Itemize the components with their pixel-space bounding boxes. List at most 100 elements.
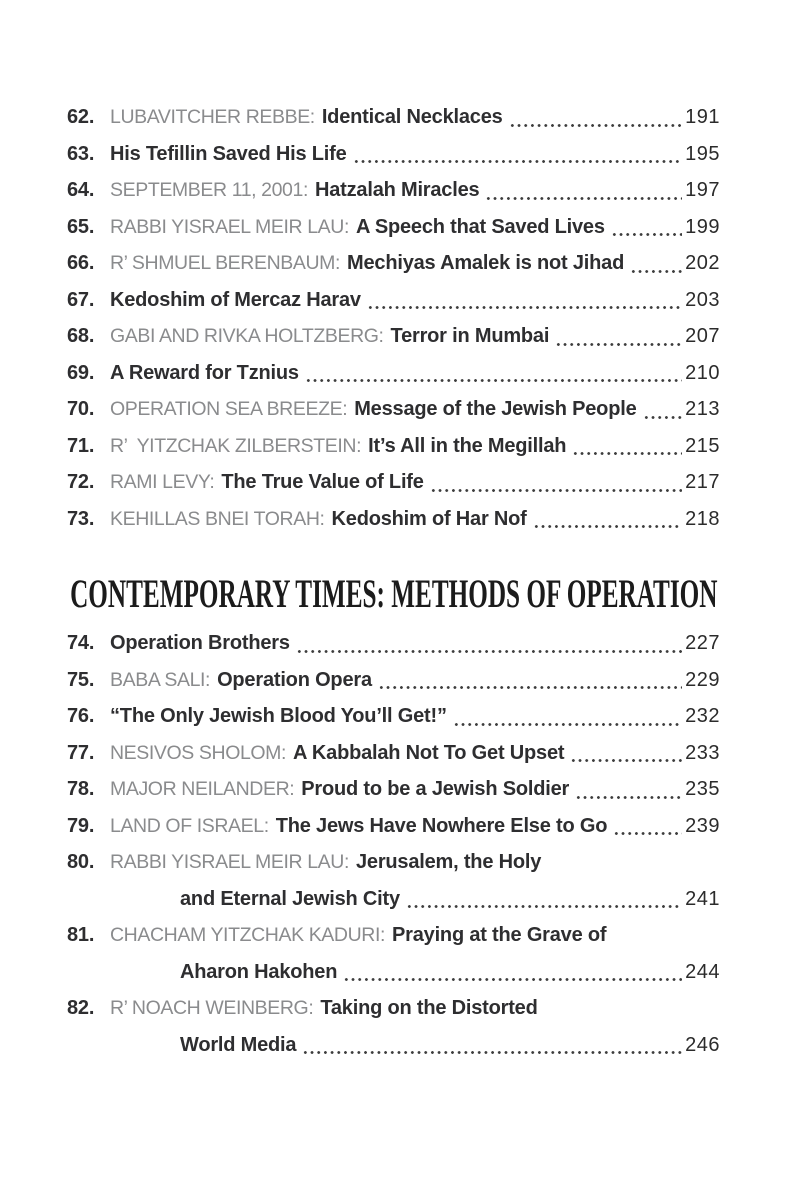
dot-leader [532,525,683,528]
entry-number: 64. [67,179,95,201]
entry-page-number: 207 [685,325,720,347]
entry-prefix: NESIVOS SHOLOM: [110,741,287,764]
dot-leader [366,306,683,309]
entry-text: R’ SHMUEL BERENBAUM: Mechiyas Amalek is n… [110,245,624,282]
entry-prefix: CHACHAM YITZCHAK KADURI: [110,924,385,946]
toc-entry-row: 65. RABBI YISRAEL MEIR LAU: A Speech that … [67,209,720,246]
entry-text: SEPTEMBER 11, 2001: Hatzalah Miracles [110,172,480,209]
entry-prefix: R’ YITZCHAK ZILBERSTEIN: [110,434,362,457]
entry-page-number: 217 [685,471,720,493]
entry-text: R’ NOACH WEINBERG: Taking on the Distorte… [110,990,538,1027]
entry-number: 62. [67,106,95,128]
entry-text: MAJOR NEILANDER: Proud to be a Jewish Sol… [110,771,569,808]
toc-entry-row: 70. OPERATION SEA BREEZE: Message of the J… [67,391,720,428]
entry-number: 66. [67,252,95,274]
entry-text: R’ YITZCHAK ZILBERSTEIN: It’s All in the … [110,428,567,465]
entry-prefix: LUBAVITCHER REBBE: [110,106,315,128]
toc-entry-row: 79. LAND OF ISRAEL: The Jews Have Nowhere … [67,808,720,845]
entry-title: It’s All in the Megillah [368,434,567,457]
dot-leader [429,488,683,492]
section-header: CONTEMPORARY TIMES: METHODS OF OPERATION [69,571,718,616]
entry-title: Jerusalem, the Holy [355,851,542,873]
entry-prefix: SEPTEMBER 11, 2001: [110,179,308,201]
toc-entry-row: 63. His Tefillin Saved His Life 195 [67,136,720,173]
toc-entry-row: 71. R’ YITZCHAK ZILBERSTEIN: It’s All in t… [67,428,720,465]
entry-page-number: 241 [685,887,720,910]
entry-text: “The Only Jewish Blood You’ll Get!” [110,698,447,735]
entry-number: 65. [67,215,95,238]
dot-leader [630,269,683,273]
entry-number: 63. [67,142,95,165]
dot-leader [508,123,683,127]
entry-page-number: 215 [685,434,720,457]
entry-text: and Eternal Jewish City [180,881,400,918]
toc-entry-row: 64. SEPTEMBER 11, 2001: Hatzalah Miracles 1… [67,172,720,209]
entry-page-number: 199 [685,215,720,238]
entry-text: CHACHAM YITZCHAK KADURI: Praying at the G… [110,917,607,954]
entry-number: 72. [67,471,95,493]
entry-number: 78. [67,778,95,800]
dot-leader [377,686,683,689]
dot-leader [304,379,683,382]
toc-entry-row: 76. “The Only Jewish Blood You’ll Get!” 23… [67,698,720,735]
toc-entry-row: 82. R’ NOACH WEINBERG: Taking on the Disto… [67,990,720,1027]
entry-title: Operation Opera [217,668,372,691]
toc-entry-row: 73. KEHILLAS BNEI TORAH: Kedoshim of Har N… [67,501,720,538]
toc-entry-row: 78. MAJOR NEILANDER: Proud to be a Jewish … [67,771,720,808]
entry-text: A Reward for Tznius [110,355,299,392]
entry-text: OPERATION SEA BREEZE: Message of the Jewi… [110,391,637,428]
entry-number: 79. [67,814,95,837]
entry-text: RABBI YISRAEL MEIR LAU: Jerusalem, the Ho… [110,844,541,881]
entry-page-number: 235 [685,778,720,800]
dot-leader [575,795,683,799]
dot-leader [452,722,683,726]
entry-text: Aharon Hakohen [180,954,337,991]
entry-number: 81. [67,924,95,946]
entry-text: RABBI YISRAEL MEIR LAU: A Speech that Sav… [110,209,605,246]
entry-page-number: 244 [685,960,720,983]
entry-title: Proud to be a Jewish Soldier [301,778,570,800]
entry-page-number: 195 [685,142,720,165]
toc-entry-continuation-row: Aharon Hakohen 244 [67,954,720,991]
entry-number: 69. [67,361,95,384]
entry-title: “The Only Jewish Blood You’ll Get!” [110,705,447,727]
entry-page-number: 232 [685,705,720,727]
entry-prefix: R’ NOACH WEINBERG: [110,997,314,1019]
entry-text: His Tefillin Saved His Life [110,136,347,173]
dot-leader [613,832,683,835]
entry-text: RAMI LEVY: The True Value of Life [110,464,424,501]
entry-prefix: RABBI YISRAEL MEIR LAU: [110,851,349,873]
entry-page-number: 239 [685,814,720,837]
entry-prefix: RAMI LEVY: [110,471,215,493]
entry-title: Terror in Mumbai [390,325,550,347]
entry-page-number: 197 [685,179,720,201]
section-header-row: CONTEMPORARY TIMES: METHODS OF OPERATION [67,572,720,616]
toc-entry-row: 72. RAMI LEVY: The True Value of Life 217 [67,464,720,501]
toc-entry-row: 75. BABA SALI: Operation Opera 229 [67,662,720,699]
toc-entry-row: 62. LUBAVITCHER REBBE: Identical Necklaces… [67,99,720,136]
entry-title: and Eternal Jewish City [180,887,400,910]
dot-leader [570,759,683,762]
entry-title: Hatzalah Miracles [314,179,480,201]
entry-page-number: 210 [685,361,720,384]
toc-entry-row: 74. Operation Brothers 227 [67,625,720,662]
entry-page-number: 203 [685,288,720,311]
dot-leader [572,452,683,455]
entry-text: Kedoshim of Mercaz Harav [110,282,361,319]
entry-text: NESIVOS SHOLOM: A Kabbalah Not To Get Ups… [110,735,565,772]
entry-prefix: GABI AND RIVKA HOLTZBERG: [110,325,384,347]
entry-title: The Jews Have Nowhere Else to Go [275,814,608,837]
entry-number: 73. [67,507,95,530]
dot-leader [343,978,683,981]
toc-entry-row: 68. GABI AND RIVKA HOLTZBERG: Terror in Mu… [67,318,720,355]
dot-leader [352,160,683,163]
entry-number: 75. [67,668,95,691]
entry-page-number: 213 [685,398,720,420]
toc-entry-row: 69. A Reward for Tznius 210 [67,355,720,392]
entry-page-number: 218 [685,507,720,530]
entry-number: 70. [67,398,95,420]
toc-list-top: 62. LUBAVITCHER REBBE: Identical Necklaces… [67,99,720,537]
entry-text: BABA SALI: Operation Opera [110,662,372,699]
entry-prefix: MAJOR NEILANDER: [110,778,295,800]
entry-text: KEHILLAS BNEI TORAH: Kedoshim of Har Nof [110,501,527,538]
